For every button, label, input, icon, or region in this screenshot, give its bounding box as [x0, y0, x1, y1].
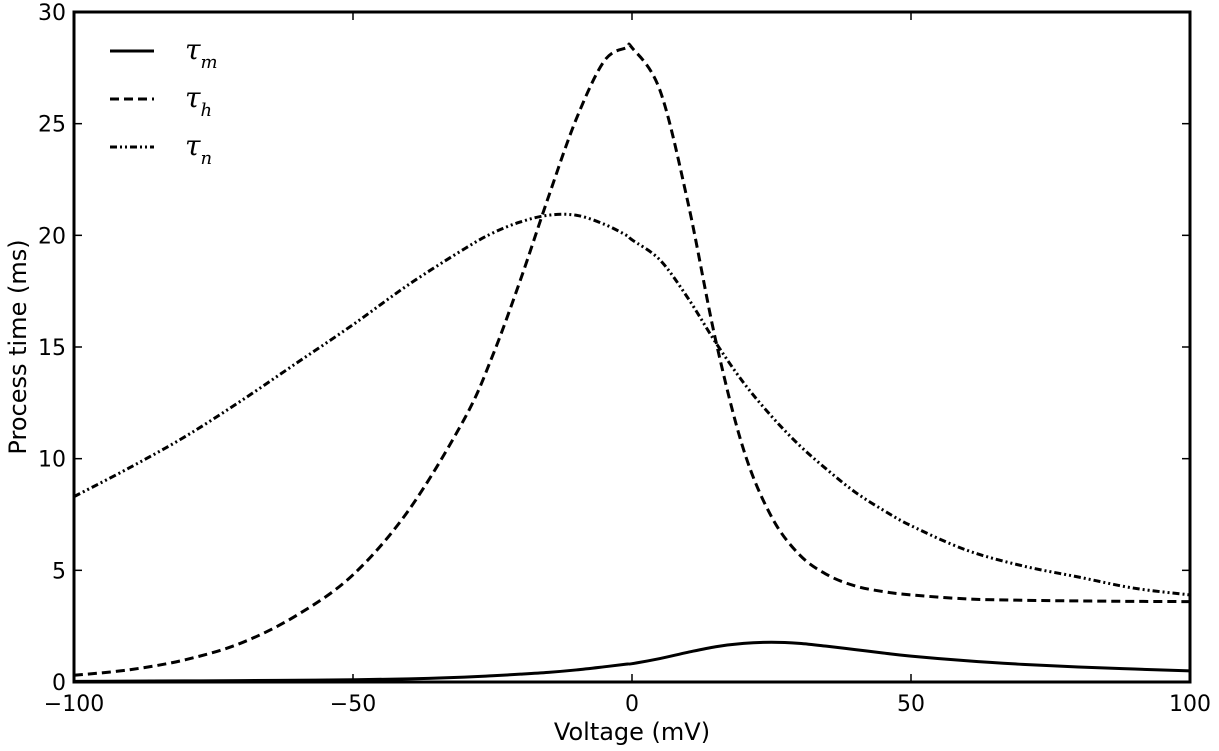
- axis-ticks: −100 −50 0 50 100 0 5 10 15 20 25 30: [38, 1, 1211, 717]
- y-tick-label: 15: [38, 336, 66, 361]
- y-tick-label: 30: [38, 1, 66, 26]
- legend-label-n: τn: [185, 129, 212, 169]
- plot-frame: [72, 10, 1192, 684]
- x-tick-label: 50: [897, 692, 925, 717]
- y-tick-label: 5: [52, 559, 66, 584]
- plot-lines: [73, 42, 1191, 683]
- series-line-n: [73, 212, 1191, 597]
- x-tick-label: −100: [44, 692, 104, 717]
- series-line-h: [73, 42, 1191, 677]
- legend-label-h: τh: [185, 81, 212, 121]
- x-axis-label: Voltage (mV): [554, 718, 710, 746]
- legend-label-m: τm: [185, 33, 218, 73]
- x-tick-label: 100: [1169, 692, 1211, 717]
- y-tick-label: 20: [38, 224, 66, 249]
- series-line-m: [73, 640, 1191, 683]
- legend: τm τh τn: [110, 33, 218, 169]
- y-tick-label: 25: [38, 113, 66, 138]
- y-tick-label: 0: [52, 671, 66, 696]
- x-tick-label: 0: [625, 692, 639, 717]
- y-tick-label: 10: [38, 448, 66, 473]
- x-tick-label: −50: [330, 692, 376, 717]
- y-axis-label: Process time (ms): [4, 239, 32, 454]
